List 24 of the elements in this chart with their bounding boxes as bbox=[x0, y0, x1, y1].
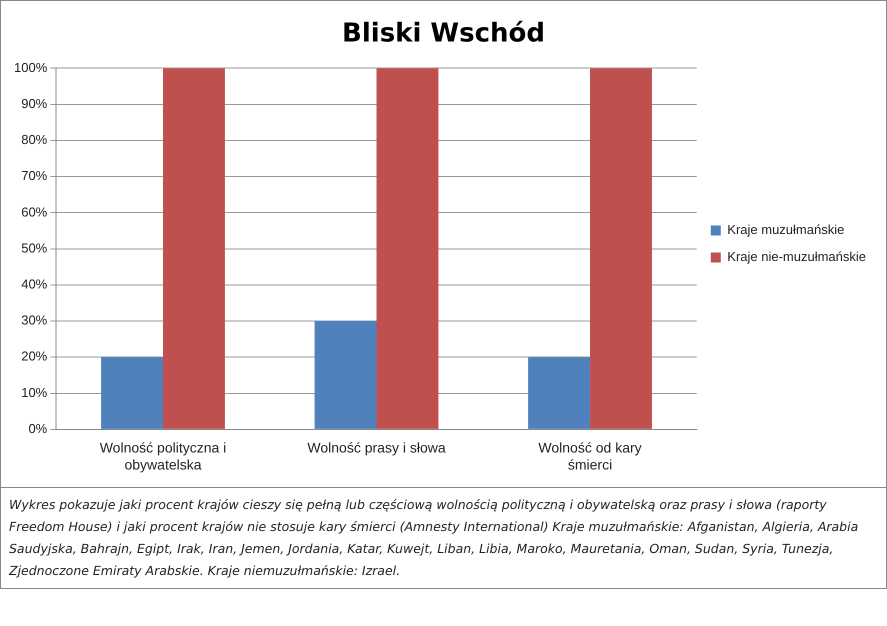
y-tick-label: 20% bbox=[21, 348, 48, 364]
y-tick-label: 30% bbox=[21, 312, 48, 328]
text: Wykres pokazuje jaki procent krajów cieszy się pełną lub częściową wolnością polityczną i obywatelską oraz prasy i słowa (raporty Freedom House) i jaki procent krajów nie stosuje kary śmierci (Amnesty International) Kraje muzułmańskie: Afganistan, Algieria, Arabia Saudyjska, Bahrajn, Egipt, Irak, Iran, Jemen, Jordania, Katar, Kuwejt, Liban, Libia, Maroko, Mauretania, Oman, Sudan, Syria, Tunezja, Zjednoczone Emiraty Arabskie. Kraje niemuzułmańskie: Izrael. bbox=[9, 496, 860, 580]
x-tick-label: Wolność prasy i słowa bbox=[307, 440, 446, 456]
y-tick-label: 0% bbox=[28, 420, 48, 436]
x-tick-label: Wolność polityczna i obywatelska bbox=[100, 440, 226, 472]
y-tick-label: 10% bbox=[21, 384, 48, 400]
y-tick-label: 90% bbox=[21, 96, 48, 111]
bar bbox=[376, 68, 438, 429]
bar bbox=[101, 357, 164, 429]
bar bbox=[314, 321, 377, 429]
y-tick-label: 40% bbox=[21, 276, 48, 292]
legend-label: Kraje nie-muzułmańskie bbox=[727, 249, 866, 264]
y-tick-label: 50% bbox=[21, 240, 48, 256]
legend-label: Kraje muzułmańskie bbox=[727, 222, 844, 238]
bar bbox=[163, 68, 225, 429]
x-tick-label: Wolność od kary śmierci bbox=[538, 440, 642, 472]
bar bbox=[590, 68, 652, 429]
bar bbox=[528, 357, 590, 429]
y-tick-label: 60% bbox=[21, 204, 48, 220]
y-tick-label: 80% bbox=[21, 132, 48, 148]
y-tick-label: 70% bbox=[21, 168, 48, 184]
chart-title: Bliski Wschód bbox=[342, 18, 545, 48]
y-tick-label: 100% bbox=[14, 60, 48, 75]
